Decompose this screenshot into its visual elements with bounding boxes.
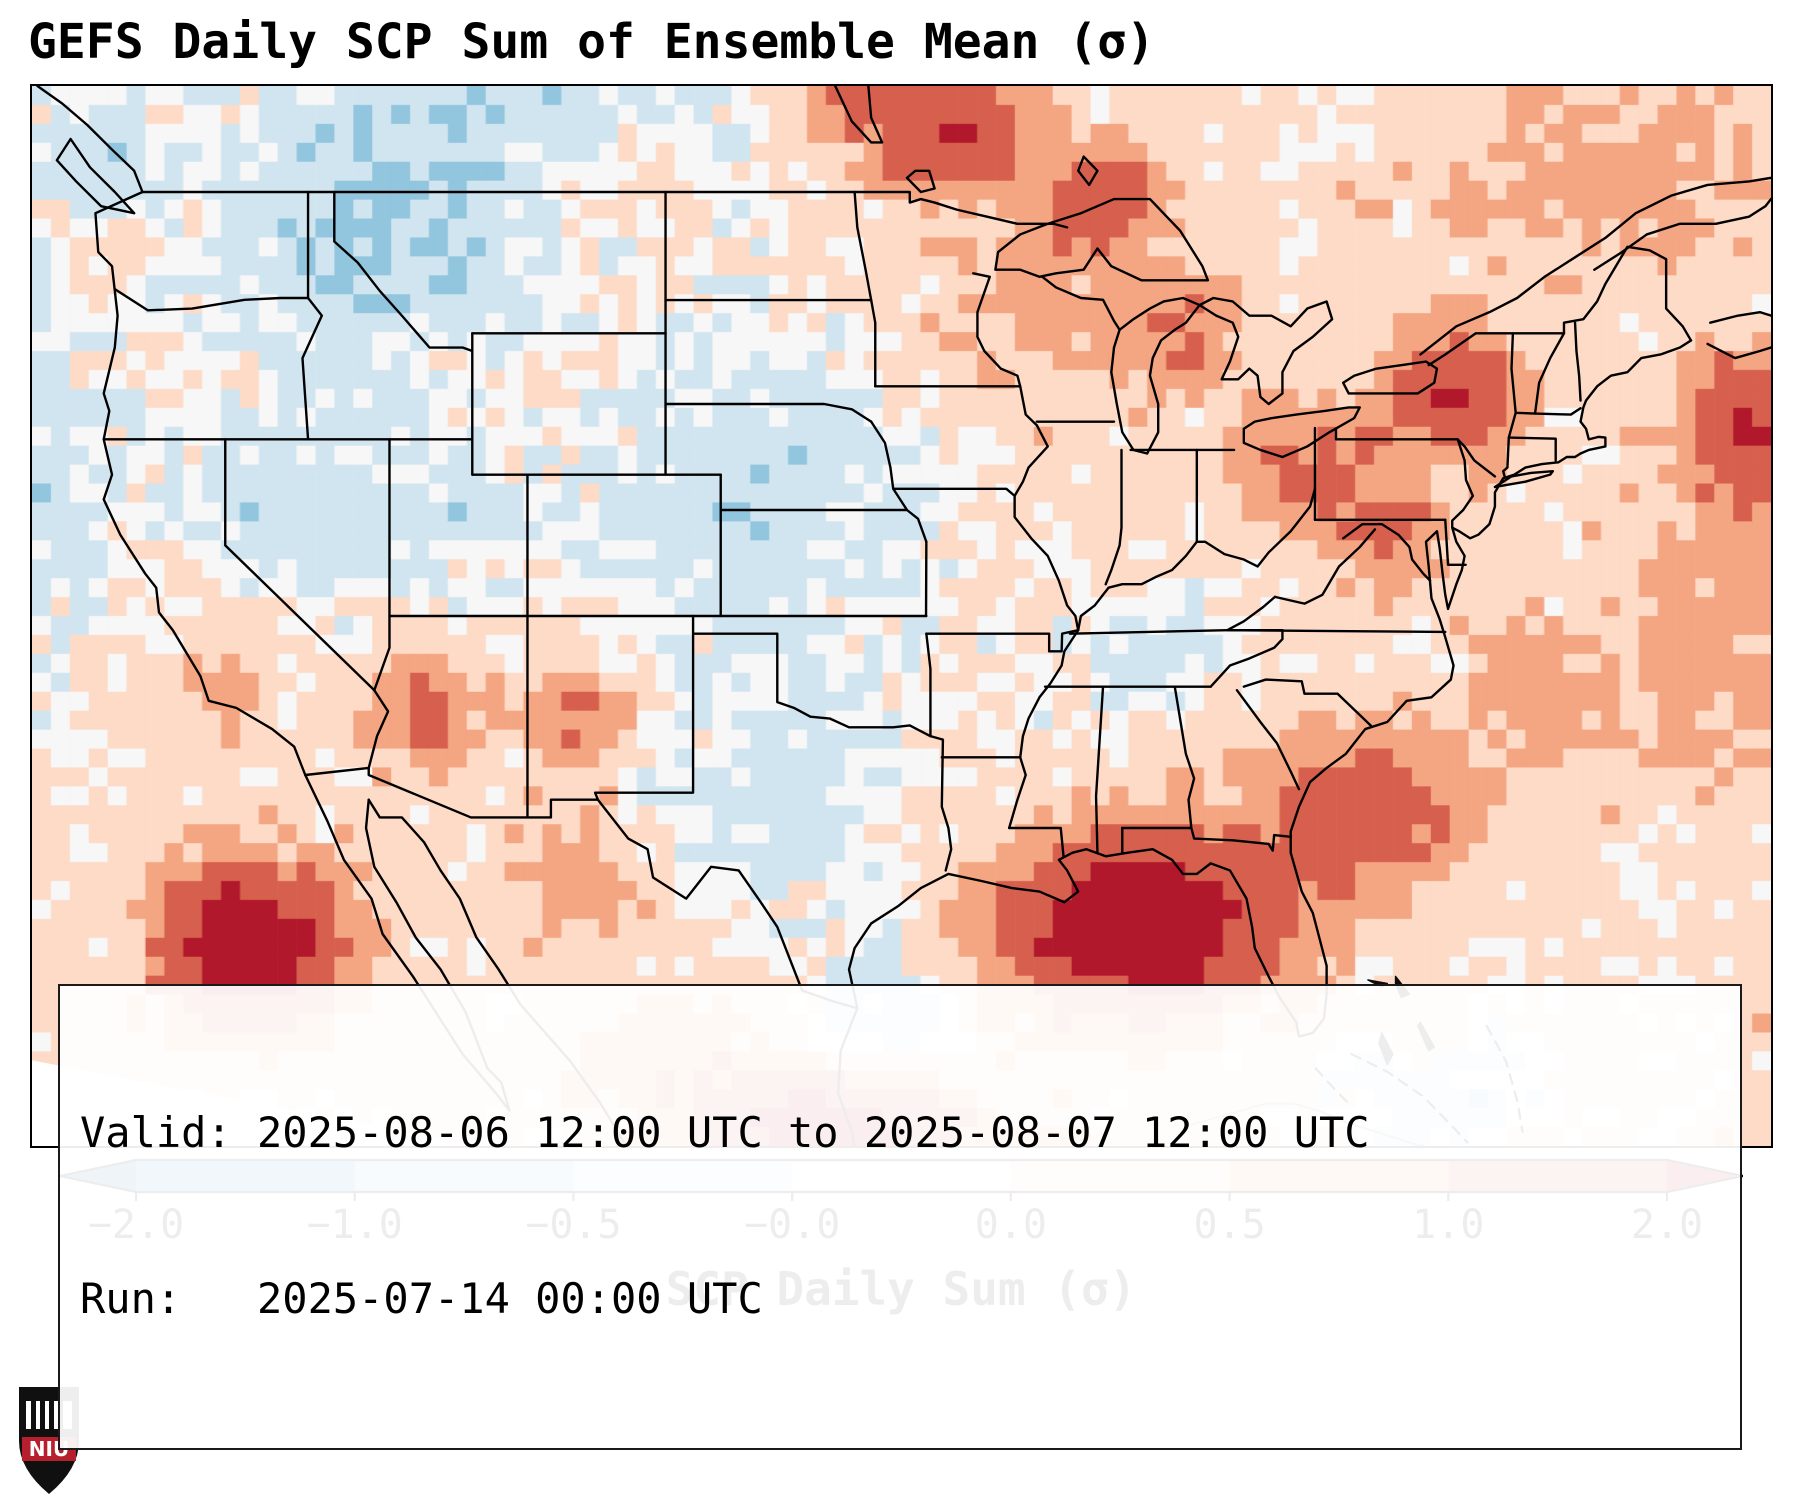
gate-bar [31,1401,36,1429]
coast-or-border-line [1242,678,1372,727]
coast-or-border-line [1007,826,1065,858]
coast-or-border-line [1094,685,1105,854]
coast-or-border-line [994,197,1210,282]
coast-or-border-line [869,420,928,543]
coast-or-border-line [1198,296,1334,406]
coast-or-border-line [1573,321,1582,402]
coast-or-border-line [1706,342,1771,360]
coast-or-border-line [1709,310,1771,324]
coast-or-border-line [853,190,877,388]
coast-or-border-line [1121,826,1292,852]
coast-or-border-line [1507,436,1557,462]
map-panel: Valid: 2025-08-06 12:00 UTC to 2025-08-0… [30,84,1773,1450]
coast-or-border-line [1007,628,1080,830]
coast-or-border-line [301,296,324,441]
coast-or-border-line [1104,448,1123,586]
coast-or-border-line [141,190,1069,229]
run-time-line: Run: 2025-07-14 00:00 UTC [80,1274,763,1324]
coast-or-border-line [367,689,390,770]
coast-or-border-line [55,137,136,215]
coast-or-border-line [1110,296,1201,455]
coast-or-border-line [664,402,873,423]
coast-or-border-line [304,766,859,1010]
coast-or-border-line [1427,245,1693,367]
coast-or-border-line [1226,595,1277,632]
gate-bar [40,1401,45,1429]
figure-title: GEFS Daily SCP Sum of Ensemble Mean (σ) [28,14,1156,70]
coast-or-border-line [925,628,1080,653]
coast-or-border-line [929,734,953,872]
coast-or-border-line [1273,528,1377,605]
coast-or-border-line [1041,275,1121,331]
coast-or-border-line [1076,487,1317,632]
valid-time-line: Valid: 2025-08-06 12:00 UTC to 2025-08-0… [80,1107,1370,1157]
coast-or-border-line [1593,197,1771,271]
coast-or-border-line [593,614,695,801]
coast-or-border-line [1451,438,1475,529]
coast-or-border-line [94,190,307,777]
coast-or-border-line [834,86,884,144]
coast-or-border-line [1444,518,1467,566]
coast-or-border-line [1209,628,1284,688]
coast-or-border-line [1076,155,1099,187]
coast-or-border-line [1493,469,1555,489]
coast-or-border-line [972,272,1022,388]
coast-or-border-line [892,487,1016,498]
gate-bar [49,1401,54,1429]
coast-or-border-line [1341,360,1439,395]
coast-or-border-line [1341,522,1432,582]
coast-or-border-line [373,438,391,692]
coast-or-border-line [1013,385,1080,632]
coast-or-border-line [1334,427,1497,478]
coast-or-border-line [925,632,932,738]
coast-or-border-line [1514,407,1582,416]
coast-or-border-line [224,438,376,692]
valid-run-info-box: Valid: 2025-08-06 12:00 UTC to 2025-08-0… [58,984,1742,1450]
coast-or-border-line [1235,689,1301,791]
coast-or-border-line [847,339,1693,1038]
coast-or-border-line [1419,176,1771,356]
coast-or-border-line [905,169,936,194]
shield-top-band [26,1395,72,1401]
coast-or-border-line [1502,332,1517,478]
coast-or-border-line [113,287,310,312]
coast-or-border-line [333,190,474,353]
coast-or-border-line [1173,685,1196,830]
coast-or-border-line [691,632,932,738]
coast-or-border-line [1242,406,1361,459]
coast-or-border-line [36,86,144,194]
coast-or-border-line [1533,332,1566,415]
coast-or-border-line [1226,628,1447,634]
